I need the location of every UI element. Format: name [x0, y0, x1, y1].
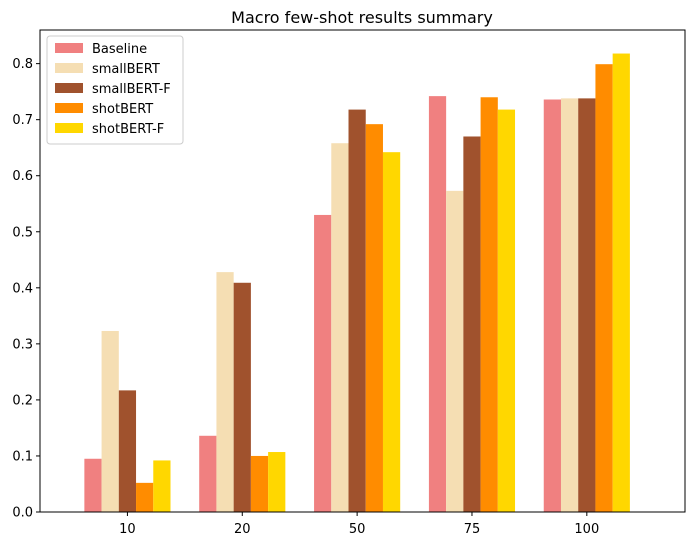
legend-label-shotBERT: shotBERT [92, 102, 153, 117]
legend-swatch-Baseline [55, 43, 83, 53]
legend: Baseline smallBERT smallBERT-F shotBERT shot… [46, 35, 184, 145]
axes-layer: 0.0 0.1 0.2 0.3 0.4 0.5 0.6 0.7 0.8 10 20 50 75 100 [12, 29, 686, 537]
legend-swatch-shotBERT [55, 103, 83, 113]
x-tick-label: 75 [464, 522, 481, 537]
chart-title: Macro few-shot results summary [231, 8, 493, 27]
x-tick-label: 10 [119, 522, 136, 537]
bar-shotBERT-F-50 [382, 152, 401, 512]
bar-shotBERT-20 [250, 455, 269, 512]
bar-smallBERT-50 [331, 143, 349, 512]
legend-swatch-smallBERT-F [55, 83, 83, 93]
bar-smallBERT-75 [446, 190, 464, 512]
bar-smallBERT-F-20 [233, 282, 251, 512]
bar-smallBERT-F-10 [118, 390, 137, 512]
legend-label-smallBERT-F: smallBERT-F [92, 82, 171, 97]
y-tick-label: 0.8 [12, 57, 33, 72]
y-tick-label: 0.5 [12, 225, 33, 240]
bar-smallBERT-F-100 [578, 98, 596, 512]
bar-Baseline-20 [199, 435, 217, 512]
bar-shotBERT-F-75 [497, 109, 516, 512]
bar-shotBERT-10 [136, 482, 154, 512]
y-tick-label: 0.1 [12, 449, 33, 464]
bars-layer [84, 53, 630, 513]
y-tick-label: 0.6 [12, 169, 33, 184]
bar-shotBERT-F-20 [268, 452, 286, 512]
legend-label-Baseline: Baseline [92, 42, 147, 57]
bar-Baseline-100 [543, 99, 561, 512]
y-tick-label: 0.2 [12, 393, 33, 408]
legend-swatch-smallBERT [55, 63, 83, 73]
bar-shotBERT-F-10 [153, 460, 171, 512]
bar-shotBERT-50 [365, 124, 383, 512]
x-tick-label: 20 [234, 522, 251, 537]
bar-shotBERT-75 [480, 97, 498, 512]
bar-smallBERT-10 [101, 330, 119, 512]
x-tick-label: 100 [574, 522, 599, 537]
y-tick-label: 0.4 [12, 281, 33, 296]
legend-label-shotBERT-F: shotBERT-F [92, 122, 164, 137]
bar-smallBERT-100 [560, 98, 579, 512]
bar-Baseline-10 [84, 458, 102, 512]
bar-shotBERT-F-100 [612, 53, 630, 512]
bar-Baseline-75 [428, 96, 447, 512]
y-tick-label: 0.0 [12, 506, 33, 521]
bar-shotBERT-100 [595, 64, 613, 512]
y-tick-label: 0.7 [12, 113, 33, 128]
x-tick-label: 50 [349, 522, 366, 537]
bar-smallBERT-F-75 [463, 136, 481, 513]
plot-frame [39, 29, 686, 513]
y-tick-label: 0.3 [12, 337, 33, 352]
bar-smallBERT-F-50 [348, 109, 366, 512]
legend-swatch-shotBERT-F [55, 123, 83, 133]
legend-label-smallBERT: smallBERT [92, 62, 160, 77]
bar-Baseline-50 [314, 214, 332, 512]
bar-smallBERT-20 [216, 272, 234, 512]
